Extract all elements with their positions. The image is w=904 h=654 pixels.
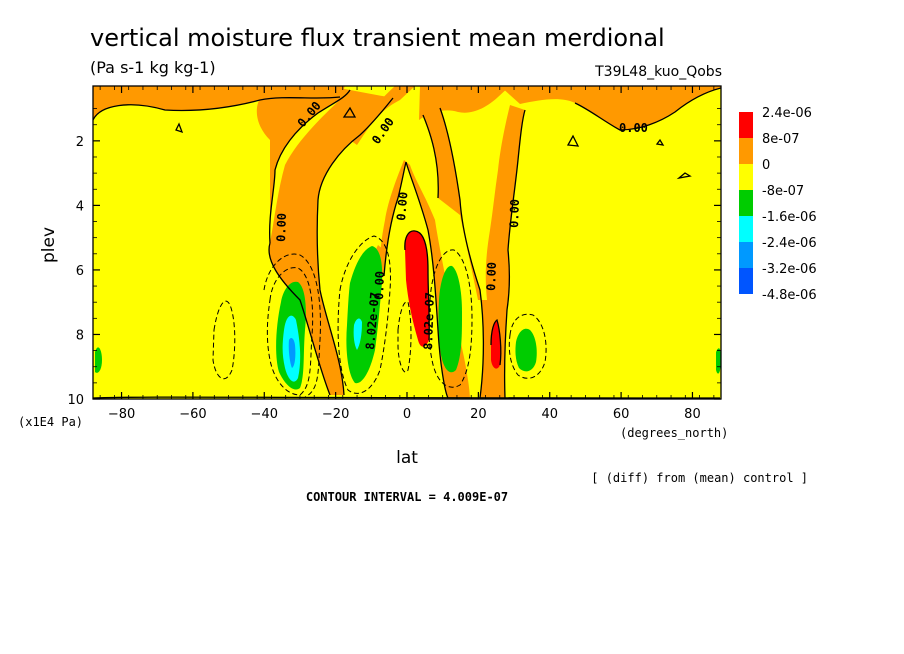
legend-swatch (739, 268, 753, 294)
legend-label: -1.6e-06 (762, 210, 817, 225)
x-tick-label: 0 (403, 407, 411, 422)
contour-label: 0.00 (372, 271, 387, 300)
plot-area: 0.00 0.00 0.00 0.00 0.00 0.00 0.00 0.00 … (93, 86, 721, 399)
x-tick-label: −80 (108, 407, 135, 422)
negative-regions (95, 246, 721, 390)
x-tick-label: 60 (613, 407, 630, 422)
legend-swatch (739, 190, 753, 216)
experiment-label: T39L48_kuo_Qobs (594, 64, 722, 80)
contour-label: 0.00 (484, 262, 499, 291)
legend-label: -8e-07 (762, 184, 804, 199)
legend-label: 2.4e-06 (762, 106, 812, 121)
x-tick-label: 80 (684, 407, 701, 422)
y-tick-label: 6 (76, 264, 84, 279)
legend-swatch (739, 242, 753, 268)
x-tick-label: 40 (541, 407, 558, 422)
contour-label: 0.00 (394, 191, 410, 221)
x-axis: −80 −60 −40 −20 0 20 40 60 80 (99, 86, 715, 422)
y-tick-label: 8 (76, 328, 84, 343)
y-unit-label: (x1E4 Pa) (18, 415, 83, 429)
x-tick-label: −60 (179, 407, 206, 422)
legend-swatch (739, 112, 753, 138)
x-tick-label: 20 (470, 407, 487, 422)
y-axis-label: plev (39, 227, 59, 263)
contour-labels: 0.00 0.00 0.00 0.00 0.00 0.00 0.00 0.00 … (274, 99, 648, 350)
x-axis-label: lat (396, 448, 418, 468)
y-tick-label: 10 (67, 393, 84, 408)
legend-label: -2.4e-06 (762, 236, 817, 251)
legend-label: 8e-07 (762, 132, 800, 147)
legend: 2.4e-06 8e-07 0 -8e-07 -1.6e-06 -2.4e-06 -3.2e… (739, 106, 817, 303)
contour-label: 8.02e-07 (421, 292, 437, 350)
y-axis: 2 4 6 8 10 (67, 108, 721, 408)
x-tick-label: −20 (322, 407, 349, 422)
chart-title: vertical moisture flux transient mean me… (90, 24, 665, 52)
contour-interval: CONTOUR INTERVAL = 4.009E-07 (306, 490, 508, 504)
legend-swatch (739, 164, 753, 190)
diff-note: [ (diff) from (mean) control ] (591, 471, 808, 485)
y-tick-label: 4 (76, 199, 84, 214)
legend-swatch (739, 216, 753, 242)
y-tick-label: 2 (76, 135, 84, 150)
x-tick-label: −40 (251, 407, 278, 422)
strong-positive-regions (404, 230, 501, 369)
contour-label: 0.00 (274, 213, 289, 242)
dashed-contours (212, 235, 547, 398)
legend-label: 0 (762, 158, 770, 173)
contour-label: 8.02e-07 (363, 291, 382, 350)
contour-label: 0.00 (619, 121, 648, 135)
contour-label: 0.00 (507, 199, 522, 228)
x-unit-label: (degrees_north) (620, 426, 728, 440)
legend-label: -3.2e-06 (762, 262, 817, 277)
legend-swatch (739, 138, 753, 164)
legend-label: -4.8e-06 (762, 288, 817, 303)
chart-units: (Pa s-1 kg kg-1) (90, 58, 216, 77)
